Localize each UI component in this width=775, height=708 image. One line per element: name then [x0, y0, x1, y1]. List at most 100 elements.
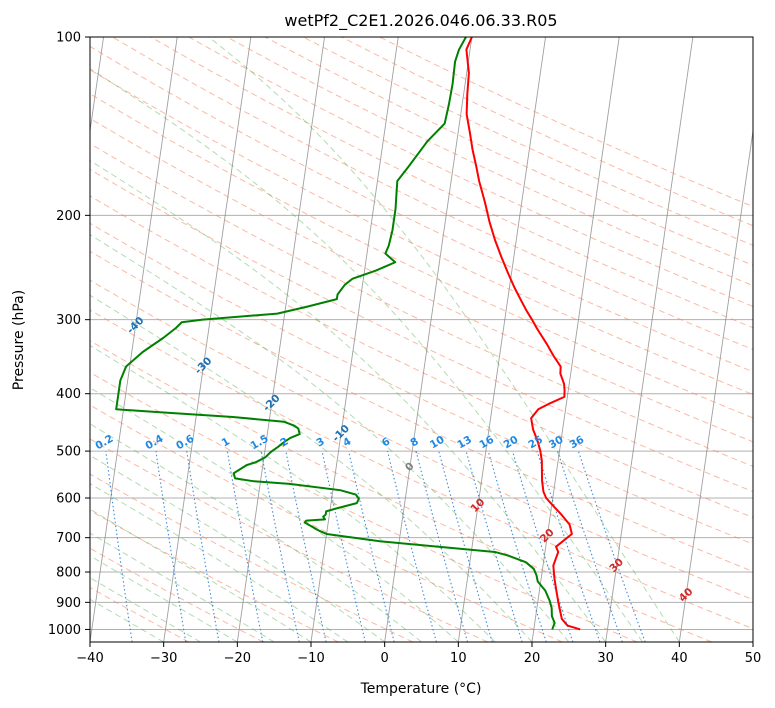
isotherm: [90, 37, 178, 642]
mixing-ratio-label: 25: [526, 434, 545, 452]
isotherm: [752, 638, 753, 642]
mixing-ratio-line: [511, 450, 574, 642]
dry-adiabat: [90, 340, 712, 642]
dry-adiabat: [90, 222, 753, 545]
mixing-ratio-label: 20: [502, 434, 521, 452]
chart-title: wetPf2_C2E1.2026.046.06.33.R05: [284, 11, 557, 31]
isotherm-label: 40: [677, 586, 696, 605]
dry-adiabat: [90, 143, 753, 467]
temperature-profile: [465, 37, 581, 631]
mixing-ratio-line: [105, 451, 133, 642]
mixing-ratio-line: [321, 450, 366, 642]
dry-adiabat: [90, 69, 753, 396]
dry-adiabat: [90, 117, 753, 443]
moist-adiabat: [90, 159, 607, 642]
mixing-ratio-label: 13: [455, 434, 474, 452]
x-tick-label: 10: [450, 651, 467, 666]
moist-adiabat: [90, 483, 349, 642]
dry-adiabat: [379, 37, 753, 208]
isotherm-label: 0: [403, 460, 417, 474]
plot-background: [59, 37, 753, 642]
x-tick-label: −10: [297, 651, 324, 666]
isotherm: [163, 37, 252, 642]
isotherm-label: -30: [193, 355, 215, 377]
isotherm: [605, 37, 694, 642]
isotherm-label: -20: [261, 392, 283, 414]
x-tick-label: −40: [76, 651, 103, 666]
mixing-ratio-label: 1: [220, 435, 232, 449]
dry-adiabat: [90, 250, 753, 573]
mixing-ratio-label: 8: [408, 435, 420, 449]
axis-ticks: −40 −30 −20 −10 0 10 20 30 40 5010020030040050060…: [48, 31, 761, 667]
dry-adiabat: [90, 509, 339, 642]
isotherm: [236, 37, 325, 642]
dry-adiabat: [302, 37, 753, 246]
x-tick-label: 0: [381, 651, 389, 666]
mixing-ratio-line: [557, 450, 623, 642]
mixing-ratio-line: [348, 450, 395, 642]
mixing-ratio-label: 16: [477, 434, 496, 452]
mixing-ratio-line: [186, 451, 220, 642]
moist-adiabat: [90, 532, 275, 642]
y-tick-label: 200: [56, 209, 81, 224]
y-tick-label: 100: [56, 31, 81, 46]
mixing-ratio-line: [438, 450, 493, 642]
dry-adiabat: [90, 279, 753, 601]
x-tick-label: −30: [150, 651, 177, 666]
mixing-ratio-label: 30: [547, 434, 566, 452]
x-tick-label: 40: [671, 651, 688, 666]
moist-adiabat: [90, 598, 164, 642]
y-tick-label: 900: [56, 596, 81, 611]
moist-adiabat: [90, 234, 570, 642]
isotherm: [457, 37, 546, 642]
dry-adiabat: [90, 309, 753, 630]
mixing-ratio-line: [260, 450, 300, 642]
x-tick-label: 20: [524, 651, 541, 666]
x-axis-label: Temperature (°C): [360, 681, 482, 697]
dry-adiabat: [90, 45, 753, 373]
mixing-ratio-label: 6: [380, 435, 392, 449]
y-tick-label: 400: [56, 387, 81, 402]
dry-adiabat: [264, 37, 753, 266]
y-tick-label: 500: [56, 445, 81, 460]
dry-adiabat: [150, 37, 753, 329]
mixing-ratio-line: [59, 451, 82, 642]
isotherm: [384, 37, 473, 642]
dry-adiabat: [90, 93, 753, 419]
isotherm-label: 10: [469, 496, 488, 515]
y-tick-label: 300: [56, 313, 81, 328]
moist-adiabat: [90, 387, 459, 642]
moist-adiabat: [90, 68, 643, 642]
dewpoint-profile: [115, 37, 556, 630]
dry-adiabat: [188, 37, 753, 307]
x-tick-label: 50: [745, 651, 762, 666]
isotherm-label: -50: [58, 266, 80, 288]
mixing-ratio-line: [465, 450, 523, 642]
dry-adiabat: [90, 547, 264, 642]
dry-adiabat: [90, 473, 414, 642]
dry-adiabat: [90, 438, 488, 642]
moist-adiabat: [90, 577, 201, 642]
isotherm-label: -60: [0, 219, 13, 241]
dry-adiabat: [90, 404, 563, 642]
y-tick-label: 800: [56, 566, 81, 581]
moist-adiabat: [90, 423, 422, 642]
y-tick-label: 600: [56, 492, 81, 507]
mixing-ratio-label: 0.6: [174, 433, 196, 453]
plot-frame: [89, 36, 754, 643]
x-tick-label: −20: [224, 651, 251, 666]
mixing-ratio-label: 10: [428, 434, 447, 452]
mixing-ratio-line: [285, 450, 327, 642]
mixing-ratio-label: 0.2: [93, 433, 115, 453]
x-tick-label: 30: [597, 651, 614, 666]
y-tick-label: 1000: [48, 623, 81, 638]
mixing-ratio-line: [415, 450, 469, 642]
mixing-ratio-line: [155, 451, 187, 642]
isotherm-label: -40: [125, 315, 147, 337]
y-axis-label: Pressure (hPa): [11, 290, 27, 390]
mixing-ratio-line: [487, 450, 547, 642]
moist-adiabat: [208, 37, 680, 642]
mixing-ratio-line: [536, 450, 601, 642]
y-tick-label: 700: [56, 531, 81, 546]
